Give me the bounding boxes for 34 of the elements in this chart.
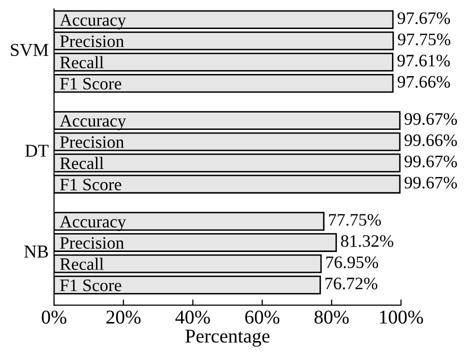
text: NB [24, 246, 48, 258]
y-tick-label: Recall [60, 56, 104, 68]
data-label: 97.75% [398, 34, 450, 46]
data-label: 97.67% [398, 12, 450, 24]
y-tick-label: Recall [60, 156, 104, 170]
data-label: 99.67% [404, 113, 457, 125]
data-label: 76.95% [326, 256, 378, 268]
x-tick-label: 40% [175, 310, 210, 324]
x-tick-label: 100% [380, 310, 424, 324]
data-label: 99.66% [404, 134, 457, 146]
y-tick-label: Accuracy [60, 115, 126, 130]
y-tick-label: Accuracy [60, 14, 126, 30]
text: DT [25, 144, 49, 157]
y-tick-label: Precision [60, 136, 124, 148]
y-tick-label: Recall [60, 258, 104, 270]
data-label: 99.67% [404, 156, 457, 168]
y-tick-label: F1 Score [60, 178, 122, 190]
x-tick-label: 20% [106, 310, 141, 324]
y-tick-label: Precision [60, 35, 124, 48]
y-tick-label: Accuracy [60, 216, 126, 232]
x-tick-label: 60% [245, 310, 280, 324]
data-label: 81.32% [341, 235, 394, 247]
data-label: 77.75% [329, 214, 381, 226]
y-tick-label: Precision [60, 237, 124, 249]
data-label: 97.66% [398, 76, 450, 88]
text: SVM [10, 44, 48, 56]
data-label: 97.61% [397, 54, 450, 67]
x-axis-title: Percentage [185, 330, 270, 347]
y-tick-label: F1 Score [60, 280, 122, 292]
x-tick-label: 0% [42, 310, 66, 324]
y-tick-label: F1 Score [60, 78, 122, 90]
x-tick-label: 80% [314, 310, 349, 324]
data-label: 99.67% [404, 176, 457, 189]
data-label: 76.72% [326, 278, 378, 290]
